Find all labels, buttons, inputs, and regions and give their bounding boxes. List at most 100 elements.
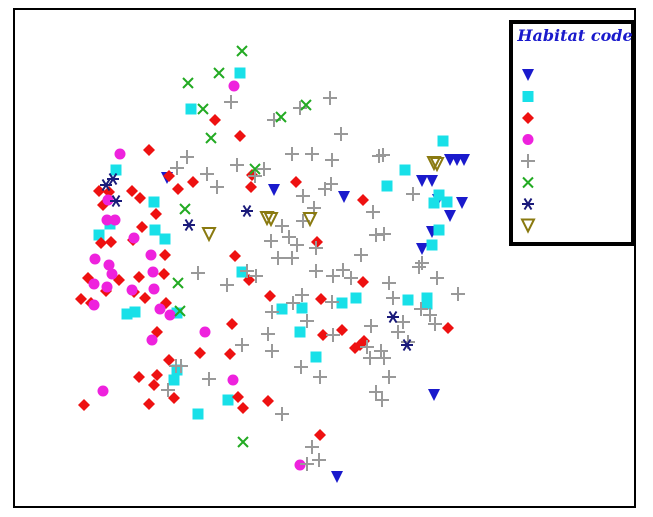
scatter-point-diamond [105, 236, 117, 248]
scatter-point-diamond [194, 347, 206, 359]
scatter-point-plus [363, 351, 377, 365]
scatter-point-plus [391, 325, 405, 339]
scatter-point-square [149, 224, 161, 236]
scatter-point-triangle-down [456, 197, 468, 209]
scatter-point-square [276, 303, 288, 315]
scatter-point-square [296, 302, 308, 314]
scatter-point-plus [248, 169, 262, 183]
scatter-plot [75, 45, 470, 483]
scatter-point-triangle-down-open [302, 212, 318, 228]
scatter-point-triangle-down-open [263, 212, 279, 228]
scatter-point-plus [336, 263, 350, 277]
scatter-point-plus [313, 370, 327, 384]
scatter-point-plus [264, 234, 278, 248]
scatter-point-plus [364, 319, 378, 333]
scatter-point-circle [146, 334, 158, 346]
scatter-point-diamond [158, 268, 170, 280]
scatter-point-plus [423, 308, 437, 322]
scatter-point-diamond [314, 429, 326, 441]
legend-marker-plus [521, 154, 535, 168]
scatter-point-plus [326, 328, 340, 342]
scatter-point-plus [275, 219, 289, 233]
scatter-point-plus [161, 383, 175, 397]
scatter-point-diamond [159, 249, 171, 261]
scatter-point-circle [101, 281, 113, 293]
legend-box: Habitat code [509, 20, 635, 246]
scatter-point-plus [240, 264, 254, 278]
scatter-point-square [121, 308, 133, 320]
scatter-point-diamond [134, 192, 146, 204]
scatter-point-circle [148, 283, 160, 295]
scatter-point-plus [326, 269, 340, 283]
scatter-point-plus [180, 150, 194, 164]
scatter-point-diamond [264, 290, 276, 302]
scatter-point-plus [265, 305, 279, 319]
scatter-point-diamond [226, 318, 238, 330]
legend-marker-square [522, 91, 534, 102]
scatter-point-diamond [315, 293, 327, 305]
scatter-point-plus [374, 344, 388, 358]
scatter-point-plus [386, 291, 400, 305]
scatter-point-plus [257, 162, 271, 176]
scatter-point-square [222, 394, 234, 406]
scatter-point-square [441, 196, 453, 208]
scatter-point-plus [249, 269, 263, 283]
scatter-point-circle [128, 232, 140, 244]
scatter-point-plus [325, 153, 339, 167]
scatter-point-square [294, 326, 306, 338]
scatter-point-diamond [168, 392, 180, 404]
scatter-point-plus [369, 385, 383, 399]
scatter-point-diamond [150, 208, 162, 220]
scatter-point-plus [414, 302, 428, 316]
scatter-point-plus [318, 182, 332, 196]
scatter-point-diamond [143, 398, 155, 410]
scatter-point-x [237, 436, 249, 448]
scatter-point-plus [174, 359, 188, 373]
scatter-point-plus [325, 295, 339, 309]
scatter-point-diamond [172, 183, 184, 195]
scatter-point-plus [235, 338, 249, 352]
scatter-point-plus [300, 457, 314, 471]
scatter-point-plus [275, 407, 289, 421]
scatter-point-plus [293, 101, 307, 115]
scatter-point-plus [224, 95, 238, 109]
scatter-point-circle [97, 385, 109, 397]
scatter-point-triangle-down [426, 175, 438, 187]
scatter-point-circle [228, 80, 240, 92]
scatter-point-circle [88, 299, 100, 311]
scatter-point-triangle-down [331, 471, 343, 483]
scatter-point-triangle-down [338, 191, 350, 203]
scatter-point-plus [428, 317, 442, 331]
scatter-point-circle [101, 214, 113, 226]
scatter-point-x [205, 132, 217, 144]
scatter-point-square [381, 180, 393, 192]
scatter-point-plus [170, 161, 184, 175]
scatter-point-plus [451, 287, 465, 301]
scatter-point-square [433, 224, 445, 236]
scatter-point-diamond [245, 181, 257, 193]
scatter-point-square [148, 196, 160, 208]
scatter-point-triangle-down-open [426, 156, 442, 172]
scatter-point-asterisk [107, 172, 119, 186]
scatter-point-x [174, 305, 186, 317]
scatter-point-circle [102, 194, 114, 206]
scatter-point-square [129, 306, 141, 318]
scatter-point-plus [376, 148, 390, 162]
scatter-point-diamond [357, 276, 369, 288]
scatter-point-triangle-down [416, 243, 428, 255]
scatter-point-plus [290, 238, 304, 252]
scatter-point-circle [103, 259, 115, 271]
scatter-point-square [310, 351, 322, 363]
scatter-point-x [179, 203, 191, 215]
scatter-point-triangle-down [458, 154, 470, 166]
scatter-point-plus [312, 453, 326, 467]
scatter-point-plus [415, 256, 429, 270]
scatter-point-diamond [95, 237, 107, 249]
scatter-point-circle [147, 266, 159, 278]
scatter-point-diamond [151, 369, 163, 381]
scatter-point-square [336, 297, 348, 309]
scatter-point-x [172, 277, 184, 289]
scatter-point-diamond [75, 293, 87, 305]
scatter-point-plus [286, 296, 300, 310]
scatter-point-asterisk [100, 178, 112, 192]
